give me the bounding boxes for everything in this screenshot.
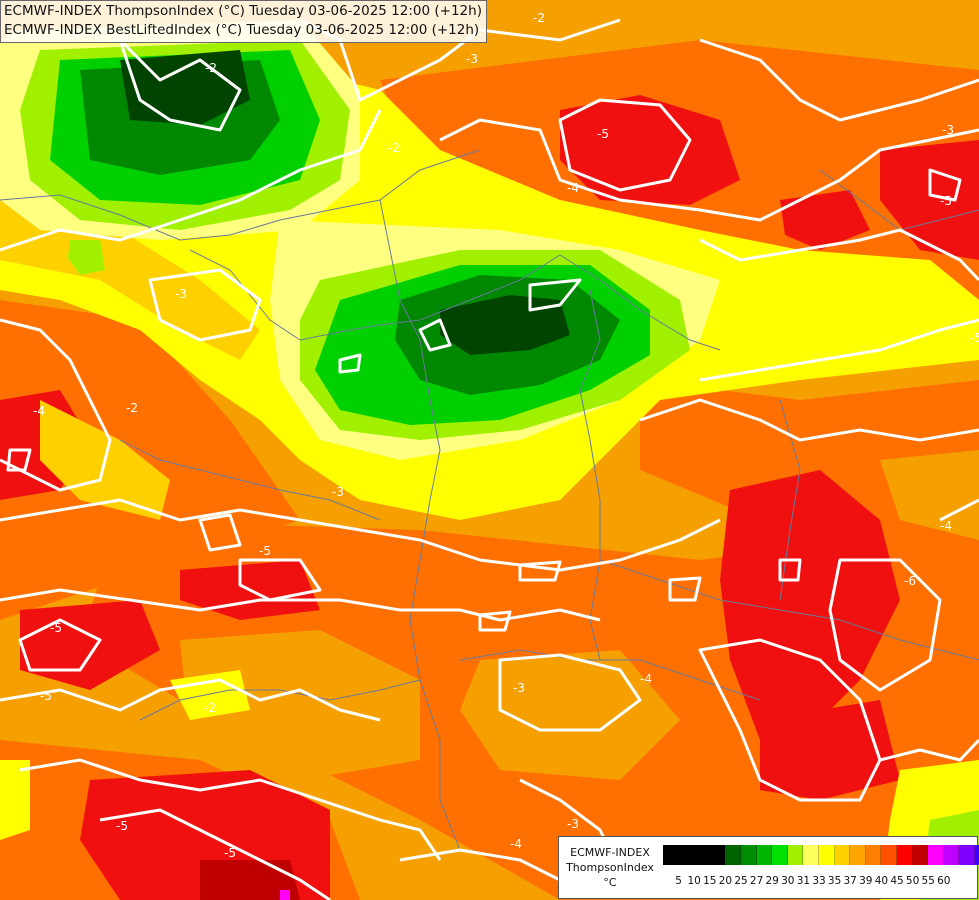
legend-tick-label: 60: [937, 875, 951, 887]
contour-label: -5: [224, 846, 236, 860]
legend-tick-label: 29: [765, 875, 779, 887]
contour-label: -4: [33, 404, 45, 418]
legend-tick-label: 39: [859, 875, 873, 887]
contour-label: -4: [940, 519, 952, 533]
header-line-1: ECMWF-INDEX ThompsonIndex (°C) Tuesday 0…: [4, 3, 482, 19]
contour-label: -6: [904, 574, 916, 588]
legend-variable: ThompsonIndex: [566, 861, 654, 874]
legend-swatch: [850, 845, 866, 865]
contour-label: -2: [204, 701, 216, 715]
legend-swatches: [663, 845, 979, 865]
legend-tick-label: 5: [675, 875, 682, 887]
legend-tick-label: 37: [843, 875, 857, 887]
legend-swatch: [943, 845, 960, 865]
legend-unit: °C: [603, 876, 617, 889]
contour-label: -5: [40, 689, 52, 703]
contour-labels: -2 -2 -2 -5 -4 -3 -5 -3 -4 -2 -3 -3 -5 -5 -6 -4 -2 -3 -5 -5…: [33, 11, 979, 860]
legend-swatch: [740, 845, 757, 865]
contour-label: -2: [533, 11, 545, 25]
contour-label: -4: [510, 837, 522, 851]
legend-swatch: [818, 845, 835, 865]
contour-label: -3: [332, 485, 344, 499]
legend-tick-label: 35: [827, 875, 842, 887]
legend-tick-label: 20: [718, 875, 733, 887]
legend-swatch: [709, 845, 726, 865]
legend-tick-label: 45: [890, 875, 904, 887]
contour-label: -5: [940, 194, 952, 208]
legend-tick-label: 27: [749, 875, 764, 887]
legend-swatch: [928, 845, 944, 865]
contour-label: -3: [466, 52, 478, 66]
contour-label: -2: [205, 61, 217, 75]
best-lifted-index-isolines: [0, 18, 979, 900]
legend-tick-label: 33: [812, 875, 826, 887]
contour-label: -4: [567, 181, 579, 195]
legend-tick-label: 25: [734, 875, 748, 887]
legend-swatch: [725, 845, 741, 865]
header-line-2: ECMWF-INDEX BestLiftedIndex (°C) Tuesday…: [4, 22, 480, 38]
legend-source: ECMWF-INDEX: [570, 846, 650, 859]
contour-label: -5: [597, 127, 609, 141]
legend-swatch: [959, 845, 975, 865]
contour-label: -5: [259, 544, 271, 558]
legend-tick-label: 40: [874, 875, 889, 887]
contour-label: -5: [116, 819, 128, 833]
legend-tick-label: 10: [687, 875, 701, 887]
contour-label: -5: [970, 331, 979, 345]
contour-label: -2: [388, 141, 400, 155]
legend-swatch: [803, 845, 819, 865]
contour-label: -3: [513, 681, 525, 695]
legend-tick-label: 55: [921, 875, 935, 887]
legend-swatch: [678, 845, 695, 865]
contour-label: -5: [50, 621, 62, 635]
legend-tick-label: 30: [781, 875, 795, 887]
contour-label: -3: [567, 817, 579, 831]
legend-swatch: [974, 845, 979, 865]
legend-swatch: [865, 845, 882, 865]
color-legend: ECMWF-INDEX ThompsonIndex °C 5 10 15 20 25 27…: [558, 836, 979, 899]
legend-swatch: [834, 845, 851, 865]
legend-swatch: [663, 845, 679, 865]
contour-label: -3: [175, 287, 187, 301]
legend-swatch: [881, 845, 897, 865]
legend-swatch: [896, 845, 913, 865]
chart-header: ECMWF-INDEX ThompsonIndex (°C) Tuesday 0…: [0, 0, 487, 43]
legend-tick-label: 15: [703, 875, 717, 887]
legend-swatch: [694, 845, 710, 865]
contour-label: -2: [126, 401, 138, 415]
contour-label: -3: [942, 123, 954, 137]
legend-swatch: [772, 845, 788, 865]
legend-tick-label: 31: [796, 875, 811, 887]
legend-swatch: [756, 845, 773, 865]
legend-title: ECMWF-INDEX ThompsonIndex °C: [559, 845, 661, 890]
contour-label: -4: [640, 672, 652, 686]
legend-swatch: [912, 845, 929, 865]
legend-tick-label: 50: [905, 875, 920, 887]
legend-swatch: [787, 845, 804, 865]
